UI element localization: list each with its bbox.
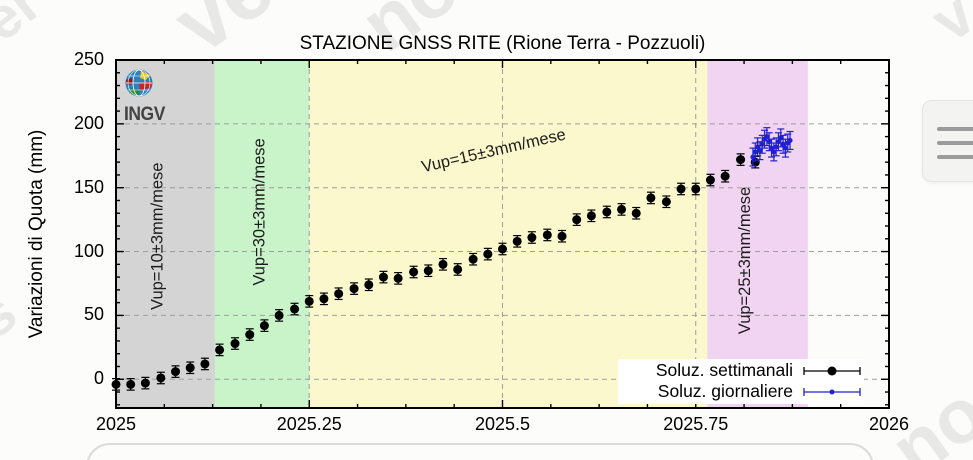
weekly-marker-sample — [803, 366, 861, 375]
weekly-point — [349, 284, 359, 294]
x-tick-label: 2025.75 — [663, 414, 729, 434]
daily-point — [755, 144, 761, 150]
weekly-point — [378, 272, 388, 282]
weekly-point — [646, 193, 656, 203]
menu-button[interactable] — [922, 100, 973, 182]
velocity-band-3 — [707, 60, 808, 408]
weekly-point — [438, 259, 448, 269]
weekly-point — [498, 244, 507, 254]
daily-point — [752, 149, 758, 155]
weekly-point — [483, 249, 493, 259]
weekly-point — [126, 379, 136, 389]
weekly-point — [423, 266, 433, 276]
weekly-point — [185, 363, 195, 373]
ingv-globe-icon — [125, 69, 153, 97]
y-tick-label: 150 — [73, 176, 104, 197]
daily-point — [764, 134, 770, 140]
daily-point — [780, 141, 786, 147]
weekly-point — [334, 289, 344, 299]
daily-point — [775, 139, 781, 145]
weekly-point — [720, 171, 730, 181]
x-tick-label: 2025.5 — [474, 414, 531, 434]
x-tick-label: 2026 — [868, 414, 910, 434]
x-tick-label: 2025 — [95, 414, 137, 434]
legend-entry-weekly: Soluz. settimanali — [628, 360, 862, 381]
daily-point — [769, 145, 775, 151]
weekly-point — [259, 321, 269, 331]
weekly-point — [736, 155, 746, 165]
daily-marker-sample — [803, 387, 861, 396]
weekly-point — [409, 267, 419, 277]
legend-entry-daily: Soluz. giornaliere — [628, 381, 862, 402]
y-tick-label: 100 — [73, 240, 104, 261]
weekly-point — [319, 294, 329, 304]
daily-point — [787, 137, 793, 143]
weekly-point — [171, 367, 181, 377]
weekly-point — [304, 296, 314, 306]
band-label-1: Vup=30±3mm/mese — [250, 138, 268, 285]
weekly-point — [140, 378, 150, 388]
weekly-point — [527, 233, 537, 243]
ingv-logo: INGV — [124, 68, 174, 126]
card-bottom-edge — [86, 443, 874, 460]
velocity-band-0 — [116, 60, 215, 408]
y-tick-label: 200 — [73, 112, 104, 133]
y-tick-label: 50 — [83, 304, 104, 325]
legend-sample-marker — [829, 389, 835, 394]
weekly-point — [617, 204, 627, 214]
weekly-point — [691, 184, 701, 194]
weekly-point — [393, 273, 403, 283]
weekly-point — [631, 208, 641, 218]
y-tick-label: 0 — [93, 368, 104, 389]
weekly-point — [230, 339, 240, 349]
weekly-point — [512, 236, 522, 246]
weekly-point — [215, 345, 225, 355]
hamburger-icon — [937, 101, 973, 181]
y-tick-label: 250 — [73, 49, 104, 69]
weekly-point — [200, 359, 210, 369]
weekly-point — [572, 215, 582, 225]
weekly-point — [274, 310, 284, 320]
weekly-point — [542, 230, 552, 240]
band-label-0: Vup=10±3mm/mese — [148, 163, 166, 310]
plot-frame — [115, 59, 890, 409]
band-label-3: Vup=25±3mm/mese — [736, 187, 754, 334]
velocity-band-2 — [309, 60, 708, 408]
weekly-point — [245, 330, 255, 340]
legend-label-weekly: Soluz. settimanali — [655, 360, 793, 380]
x-tick-label: 2025.25 — [276, 414, 342, 434]
ingv-logo-text: INGV — [124, 104, 165, 125]
weekly-point — [705, 175, 715, 185]
legend: Soluz. settimanali Soluz. giornaliere — [618, 359, 864, 404]
weekly-point — [586, 211, 596, 221]
legend-label-daily: Soluz. giornaliere — [657, 381, 793, 401]
legend-sample-marker — [827, 366, 837, 375]
weekly-point — [557, 231, 567, 241]
weekly-point — [156, 373, 166, 383]
daily-point — [773, 144, 779, 150]
weekly-point — [453, 264, 463, 274]
weekly-point — [364, 280, 374, 290]
velocity-band-1 — [214, 60, 310, 408]
chart-title: STAZIONE GNSS RITE (Rione Terra - Pozzuo… — [299, 33, 706, 54]
weekly-point — [290, 304, 300, 314]
weekly-point — [661, 197, 671, 207]
weekly-point — [676, 184, 686, 194]
daily-point — [757, 148, 763, 154]
weekly-point — [602, 207, 612, 217]
weekly-point — [468, 254, 478, 264]
